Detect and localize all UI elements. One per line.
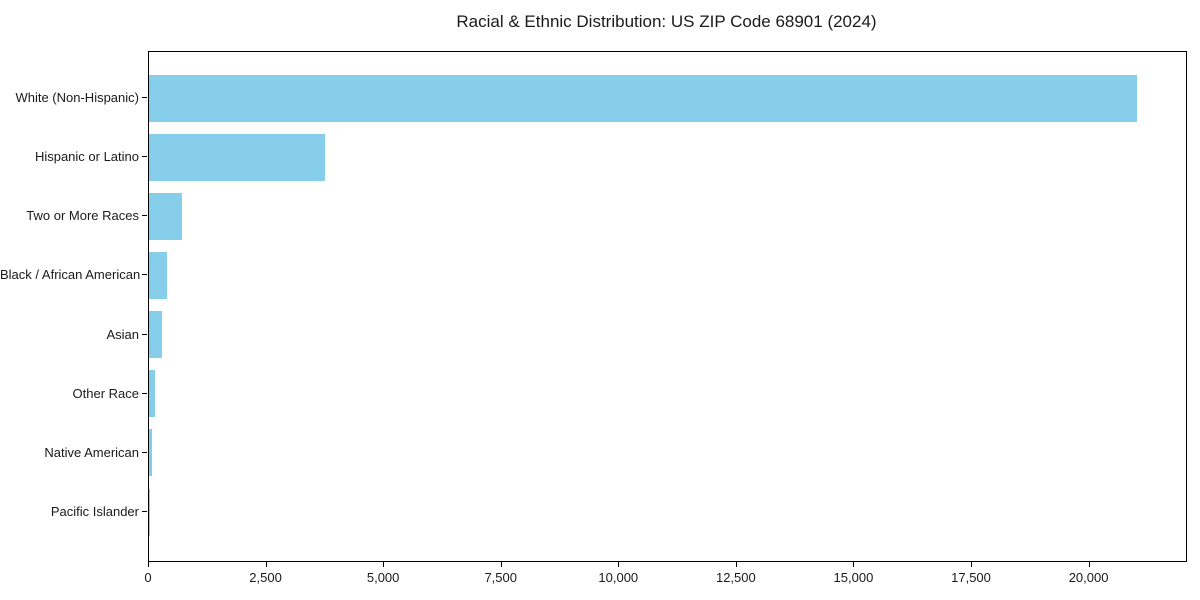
y-tick-mark bbox=[142, 274, 147, 276]
x-tick-label: 7,500 bbox=[484, 570, 517, 585]
x-tick-mark bbox=[148, 562, 149, 567]
y-tick-mark bbox=[142, 215, 147, 217]
x-tick-mark bbox=[853, 562, 855, 567]
category-label: White (Non-Hispanic) bbox=[15, 90, 139, 105]
x-tick-label: 15,000 bbox=[833, 570, 874, 585]
x-tick-mark bbox=[618, 562, 620, 567]
category-label: Other Race bbox=[72, 385, 139, 401]
bar-6 bbox=[149, 429, 152, 477]
x-tick-mark bbox=[971, 562, 973, 567]
x-tick-label: 2,500 bbox=[249, 570, 282, 585]
bar-3 bbox=[149, 251, 168, 299]
x-tick-label: 5,000 bbox=[366, 570, 400, 585]
x-tick-label: 17,500 bbox=[951, 570, 991, 585]
y-tick-mark bbox=[142, 333, 147, 335]
x-tick-label: 0 bbox=[144, 570, 152, 585]
x-tick-label: 20,000 bbox=[1068, 570, 1109, 585]
y-tick-mark bbox=[142, 97, 147, 98]
category-label: Asian bbox=[106, 326, 139, 342]
x-tick-mark bbox=[265, 562, 267, 567]
bar-4 bbox=[149, 311, 163, 359]
x-tick-mark bbox=[500, 562, 502, 567]
x-tick-mark bbox=[383, 562, 385, 567]
bar-2 bbox=[149, 192, 182, 240]
bar-5 bbox=[149, 370, 155, 418]
x-tick-label: 10,000 bbox=[598, 570, 639, 585]
category-label: Two or More Races bbox=[26, 208, 139, 224]
y-tick-mark bbox=[142, 392, 147, 394]
y-tick-mark bbox=[142, 156, 147, 158]
bar-1 bbox=[149, 133, 326, 181]
x-tick-mark bbox=[1088, 562, 1090, 567]
category-label: Pacific Islander bbox=[50, 504, 139, 519]
category-label: Black / African American bbox=[0, 267, 141, 283]
chart-title: Racial & Ethnic Distribution: US ZIP Cod… bbox=[456, 12, 877, 31]
x-tick-label: 12,500 bbox=[715, 570, 756, 585]
category-label: Hispanic or Latino bbox=[34, 149, 139, 165]
x-tick-mark bbox=[735, 562, 737, 567]
y-tick-mark bbox=[142, 451, 147, 453]
plot-area bbox=[148, 51, 1187, 562]
category-label: Native American bbox=[44, 444, 139, 460]
y-tick-mark bbox=[142, 511, 147, 512]
bar-0 bbox=[149, 74, 1137, 122]
